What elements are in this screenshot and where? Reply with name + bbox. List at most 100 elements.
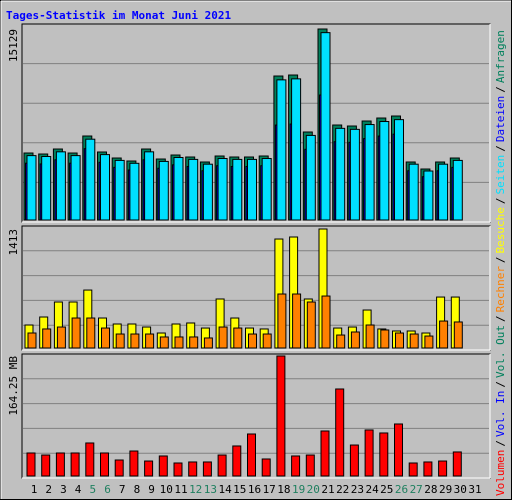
bar bbox=[232, 445, 242, 477]
x-tick-label: 17 bbox=[263, 483, 276, 496]
bar bbox=[321, 295, 331, 349]
x-tick-label: 29 bbox=[439, 483, 452, 496]
bar bbox=[262, 333, 272, 349]
x-tick-label: 4 bbox=[75, 483, 82, 496]
bar bbox=[452, 451, 462, 477]
x-tick-label: 23 bbox=[351, 483, 364, 496]
bar bbox=[158, 455, 168, 477]
bar bbox=[217, 454, 227, 477]
bar bbox=[115, 333, 125, 349]
bar bbox=[291, 78, 302, 221]
bar bbox=[423, 170, 434, 221]
legend-separator: / bbox=[494, 145, 507, 152]
bar bbox=[114, 159, 125, 221]
bar bbox=[408, 462, 418, 477]
legend-item: Volumen bbox=[494, 450, 507, 496]
bar bbox=[394, 119, 404, 221]
bar bbox=[173, 157, 184, 221]
bar bbox=[217, 158, 228, 221]
bar bbox=[261, 458, 271, 477]
bar bbox=[276, 79, 287, 221]
bar bbox=[114, 459, 124, 477]
bar bbox=[55, 151, 66, 221]
x-tick-label: 3 bbox=[60, 483, 67, 496]
y-tick-label: 15129 bbox=[7, 29, 20, 62]
bar bbox=[232, 158, 243, 221]
legend-item: Rechner bbox=[494, 266, 507, 313]
bar bbox=[277, 293, 287, 349]
bar bbox=[379, 432, 389, 477]
bar bbox=[55, 452, 65, 477]
legend: Volumen / Vol. In / Vol. Out / Rechner / Besuche… bbox=[494, 30, 507, 496]
x-tick-label: 2 bbox=[45, 483, 52, 496]
bar bbox=[233, 327, 243, 349]
bar bbox=[145, 333, 155, 349]
x-tick-label: 20 bbox=[307, 483, 320, 496]
x-tick-label: 30 bbox=[454, 483, 467, 496]
bar bbox=[424, 335, 434, 349]
x-tick-label: 1 bbox=[31, 483, 38, 496]
bar bbox=[173, 462, 183, 477]
x-tick-label: 7 bbox=[119, 483, 126, 496]
x-tick-label: 10 bbox=[160, 483, 173, 496]
bar bbox=[129, 162, 140, 221]
bar bbox=[320, 32, 331, 221]
y-tick-label: 1413 bbox=[7, 229, 20, 256]
bar bbox=[27, 332, 37, 349]
legend-separator: / bbox=[494, 381, 507, 388]
legend-item: Seiten bbox=[494, 155, 507, 195]
bar bbox=[41, 155, 52, 221]
x-tick-label: 28 bbox=[424, 483, 437, 496]
legend-separator: / bbox=[494, 197, 507, 204]
bar bbox=[423, 461, 433, 477]
x-tick-label: 18 bbox=[277, 483, 290, 496]
x-tick-label: 15 bbox=[233, 483, 246, 496]
bar bbox=[174, 336, 184, 349]
bar bbox=[379, 121, 390, 221]
bar bbox=[453, 321, 463, 349]
x-tick-label: 24 bbox=[365, 483, 379, 496]
bar bbox=[364, 124, 375, 221]
bar bbox=[247, 433, 256, 477]
bar bbox=[158, 160, 169, 221]
bar bbox=[189, 336, 199, 349]
bar bbox=[100, 154, 110, 221]
bar bbox=[70, 155, 81, 221]
bar bbox=[438, 460, 448, 477]
bar bbox=[350, 331, 360, 349]
legend-separator: / bbox=[494, 440, 507, 447]
bar bbox=[247, 158, 257, 221]
bar bbox=[202, 461, 212, 477]
x-tick-label: 8 bbox=[134, 483, 141, 496]
bar bbox=[85, 138, 96, 221]
x-tick-label: 5 bbox=[89, 483, 96, 496]
bar bbox=[41, 454, 51, 477]
bar bbox=[42, 328, 52, 349]
x-tick-label: 6 bbox=[104, 483, 111, 496]
bar bbox=[438, 163, 449, 221]
legend-item: Vol. In bbox=[494, 391, 507, 437]
bar bbox=[305, 134, 316, 221]
bar bbox=[394, 423, 403, 477]
bar bbox=[218, 326, 228, 349]
bar bbox=[130, 333, 140, 349]
bar bbox=[188, 158, 199, 221]
bar bbox=[248, 333, 257, 349]
bar bbox=[349, 128, 360, 221]
bar bbox=[144, 151, 155, 221]
legend-item: Vol. Out bbox=[494, 325, 507, 378]
bar bbox=[56, 326, 66, 349]
legend-separator: / bbox=[494, 256, 507, 263]
x-tick-label: 14 bbox=[218, 483, 232, 496]
x-tick-label: 27 bbox=[410, 483, 423, 496]
bar bbox=[276, 355, 286, 477]
x-tick-label: 16 bbox=[248, 483, 261, 496]
x-tick-label: 13 bbox=[204, 483, 217, 496]
x-tick-label: 31 bbox=[468, 483, 481, 496]
bar bbox=[144, 460, 154, 477]
bar bbox=[305, 454, 315, 477]
legend-item: Anfragen bbox=[494, 30, 507, 83]
bar bbox=[188, 461, 198, 477]
bar bbox=[336, 334, 346, 349]
